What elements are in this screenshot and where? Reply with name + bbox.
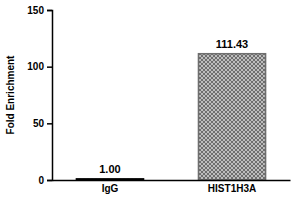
chart: 0 50 100 150 IgG HIST1H3A 1.00 111.43 Fold Enric… — [0, 0, 300, 200]
y-tick-mark — [47, 180, 52, 182]
bars — [76, 54, 265, 180]
y-axis: 0 50 100 150 — [27, 5, 52, 186]
x-tick-label: HIST1H3A — [208, 183, 256, 194]
y-tick: 150 — [27, 5, 52, 16]
y-tick-mark — [47, 66, 52, 68]
data-label: 1.00 — [99, 163, 120, 175]
y-tick-label: 50 — [33, 118, 45, 129]
plot: 0 50 100 150 IgG HIST1H3A 1.00 111.43 — [27, 5, 290, 194]
y-tick-label: 150 — [27, 5, 44, 16]
y-axis-line — [47, 11, 53, 181]
x-tick: IgG — [102, 180, 119, 194]
y-tick-mark — [47, 10, 52, 12]
x-tick-label: IgG — [102, 183, 119, 194]
y-tick: 0 — [38, 175, 52, 186]
y-tick-mark — [47, 123, 52, 125]
x-axis-line — [53, 180, 291, 182]
y-tick: 100 — [27, 61, 52, 72]
bar — [198, 54, 265, 180]
data-label: 111.43 — [216, 38, 248, 50]
x-axis: IgG HIST1H3A — [53, 180, 291, 194]
x-tick: HIST1H3A — [208, 180, 256, 194]
y-tick-label: 100 — [27, 61, 44, 72]
y-axis-title: Fold Enrichment — [5, 55, 16, 135]
y-tick-label: 0 — [38, 175, 44, 186]
y-tick: 50 — [33, 118, 52, 129]
